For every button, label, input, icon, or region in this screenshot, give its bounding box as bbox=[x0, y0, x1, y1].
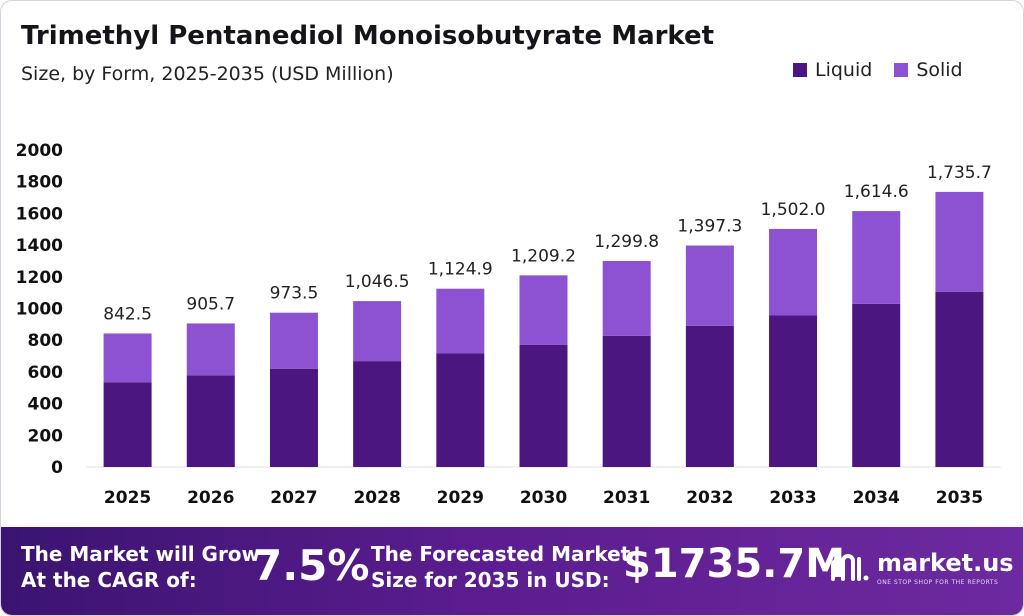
x-tick-label-2031: 2031 bbox=[603, 488, 650, 508]
legend-swatch-solid bbox=[894, 63, 909, 77]
y-tick-label: 1600 bbox=[16, 204, 63, 224]
forecast-value: $1735.7M bbox=[623, 541, 845, 587]
y-tick-label: 200 bbox=[28, 426, 64, 446]
bar-solid-2029 bbox=[436, 288, 485, 354]
data-label-total-2027: 973.5 bbox=[270, 284, 319, 304]
bar-solid-2033 bbox=[769, 228, 818, 316]
bar-liquid-2027 bbox=[269, 368, 318, 467]
brand-logo: market.us ONE STOP SHOP FOR THE REPORTS bbox=[829, 549, 1014, 586]
data-label-total-2026: 905.7 bbox=[186, 294, 235, 314]
cagr-label-line1: The Market will Grow bbox=[21, 542, 261, 566]
cagr-label-line2: At the CAGR of: bbox=[21, 568, 197, 592]
cagr-label: The Market will Grow At the CAGR of: bbox=[21, 541, 260, 593]
x-tick-label-2028: 2028 bbox=[353, 488, 400, 508]
bar-liquid-2026 bbox=[186, 375, 235, 467]
y-tick-label: 2000 bbox=[16, 141, 63, 161]
legend-swatch-liquid bbox=[793, 63, 807, 77]
x-tick-label-2026: 2026 bbox=[187, 488, 234, 508]
x-tick-label-2033: 2033 bbox=[769, 488, 816, 508]
y-tick-label: 1800 bbox=[16, 173, 63, 193]
bar-liquid-2033 bbox=[769, 315, 818, 467]
legend-item-liquid: Liquid bbox=[793, 59, 872, 81]
forecast-label: The Forecasted Market Size for 2035 in U… bbox=[371, 541, 630, 593]
x-tick-label-2034: 2034 bbox=[853, 488, 900, 508]
footer-banner: The Market will Grow At the CAGR of: 7.5… bbox=[1, 527, 1023, 615]
bar-solid-2028 bbox=[353, 301, 402, 362]
data-label-total-2034: 1,614.6 bbox=[844, 182, 909, 202]
data-label-total-2031: 1,299.8 bbox=[594, 232, 659, 252]
x-tick-label-2025: 2025 bbox=[104, 488, 151, 508]
bar-liquid-2028 bbox=[353, 361, 402, 467]
legend-label-liquid: Liquid bbox=[815, 59, 873, 81]
bar-liquid-2029 bbox=[436, 353, 485, 467]
chart-subtitle: Size, by Form, 2025-2035 (USD Million) bbox=[21, 63, 394, 85]
bar-solid-2026 bbox=[186, 323, 235, 376]
y-tick-label: 1400 bbox=[16, 236, 63, 256]
brand-tagline: ONE STOP SHOP FOR THE REPORTS bbox=[877, 579, 999, 586]
x-tick-label-2029: 2029 bbox=[437, 488, 484, 508]
bar-liquid-2030 bbox=[519, 344, 568, 467]
x-tick-label-2027: 2027 bbox=[270, 488, 317, 508]
x-tick-label-2030: 2030 bbox=[520, 488, 567, 508]
bar-solid-2035 bbox=[935, 191, 984, 292]
y-tick-label: 600 bbox=[28, 363, 64, 383]
legend-item-solid: Solid bbox=[894, 59, 963, 81]
bar-liquid-2025 bbox=[103, 382, 152, 467]
y-tick-label: 400 bbox=[28, 395, 64, 415]
legend-label-solid: Solid bbox=[916, 59, 963, 81]
forecast-label-line1: The Forecasted Market bbox=[371, 542, 631, 566]
bar-solid-2031 bbox=[602, 260, 651, 336]
bar-solid-2025 bbox=[103, 333, 152, 383]
brand-name: market.us bbox=[877, 549, 1014, 577]
data-label-total-2032: 1,397.3 bbox=[677, 217, 742, 237]
bar-liquid-2035 bbox=[935, 291, 984, 467]
x-tick-label-2035: 2035 bbox=[936, 488, 983, 508]
data-label-total-2030: 1,209.2 bbox=[511, 246, 576, 266]
bar-liquid-2034 bbox=[852, 303, 901, 467]
cagr-value: 7.5% bbox=[253, 541, 370, 590]
y-tick-label: 1000 bbox=[16, 300, 63, 320]
bar-liquid-2032 bbox=[685, 325, 734, 467]
bar-solid-2032 bbox=[685, 245, 734, 326]
x-tick-label-2032: 2032 bbox=[686, 488, 733, 508]
data-label-total-2033: 1,502.0 bbox=[761, 200, 826, 220]
bar-liquid-2031 bbox=[602, 335, 651, 467]
bar-solid-2034 bbox=[852, 211, 901, 304]
y-tick-label: 1200 bbox=[16, 268, 63, 288]
y-tick-label: 0 bbox=[51, 458, 63, 478]
bar-chart: 0 200 400 600 800 1000 1200 1400 1600 1800 2000 842… bbox=[16, 141, 1001, 508]
chart-legend: Liquid Solid bbox=[793, 59, 963, 81]
data-label-total-2035: 1,735.7 bbox=[927, 163, 992, 183]
market-us-logo-icon bbox=[831, 553, 869, 581]
chart-title: Trimethyl Pentanediol Monoisobutyrate Ma… bbox=[21, 21, 715, 51]
y-tick-label: 800 bbox=[28, 331, 64, 351]
data-label-total-2029: 1,124.9 bbox=[428, 260, 493, 280]
bar-solid-2030 bbox=[519, 275, 568, 345]
data-label-total-2025: 842.5 bbox=[103, 304, 152, 324]
bar-solid-2027 bbox=[269, 312, 318, 369]
forecast-label-line2: Size for 2035 in USD: bbox=[371, 568, 610, 592]
data-label-total-2028: 1,046.5 bbox=[345, 272, 410, 292]
